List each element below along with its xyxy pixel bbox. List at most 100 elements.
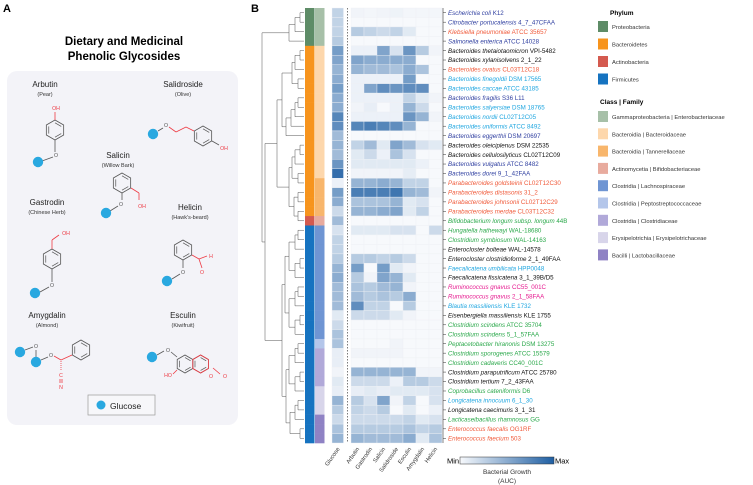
family-cell — [315, 244, 325, 255]
column-label-esculin: Esculin — [398, 447, 414, 466]
atom-label: C — [59, 373, 63, 379]
heatmap-cell — [402, 433, 417, 444]
heatmap-cell — [350, 64, 365, 75]
dendrogram-branch — [294, 234, 304, 250]
phylum-cell — [305, 36, 315, 47]
heatmap-cell — [415, 159, 430, 169]
phylum-cell — [305, 310, 315, 321]
heatmap-cell — [415, 338, 430, 349]
family-cell — [315, 83, 325, 94]
heatmap-cell — [402, 7, 417, 18]
heatmap-cell — [402, 404, 417, 415]
heatmap-cell — [415, 64, 430, 75]
heatmap-cell — [363, 45, 378, 56]
heatmap-cell — [389, 423, 404, 434]
heatmap-cell — [402, 215, 417, 226]
phylum-cell — [305, 338, 315, 349]
heatmap-cell — [331, 272, 344, 283]
species-name: Enterococcus faecium — [448, 435, 509, 442]
species-label: Parabacteroides johnsonii CL02T12C29 — [448, 199, 558, 206]
strain-id: ATCC 35657 — [510, 29, 547, 36]
family-cell — [315, 36, 325, 47]
heatmap-cell — [376, 348, 391, 359]
bond — [175, 126, 187, 133]
dendrogram-branch — [294, 17, 304, 32]
heatmap-cell — [402, 319, 417, 330]
compounds-panel — [7, 71, 238, 425]
heatmap-cell — [402, 83, 417, 94]
heatmap-cell — [415, 272, 430, 283]
atom-label: O — [164, 123, 168, 129]
heatmap-cell — [428, 272, 443, 283]
species-label: Hungatella hathewayi WAL-18680 — [448, 227, 542, 234]
family-cell — [315, 140, 325, 151]
species-label: Longicatena caecimuris 3_1_31 — [448, 407, 536, 414]
bond — [24, 346, 34, 351]
dendrogram-branch — [288, 241, 295, 271]
species-label: Bacteroides uniformis ATCC 8492 — [448, 123, 541, 130]
heatmap-cell — [350, 348, 365, 359]
species-name: Bacteroides caccae — [448, 86, 503, 93]
family-cell — [315, 216, 325, 226]
heatmap-cell — [389, 64, 404, 75]
heatmap-cell — [415, 168, 430, 179]
heatmap-cell — [415, 215, 430, 226]
heatmap-cell — [402, 64, 417, 75]
phylum-cell — [305, 395, 315, 406]
phylum-cell — [305, 225, 315, 236]
colorbar — [459, 456, 555, 465]
family-legend-label: Bacilli | Lactobacillaceae — [612, 253, 675, 259]
heatmap-cell — [376, 206, 391, 217]
arbutin-name: Arbutin — [32, 80, 57, 89]
heatmap-cell — [428, 130, 443, 141]
family-cell — [315, 386, 325, 397]
heatmap-cell — [331, 111, 344, 122]
family-cell — [315, 405, 325, 415]
heatmap-cell — [428, 433, 443, 444]
heatmap-cell — [331, 168, 344, 179]
dendrogram-branch — [294, 319, 304, 335]
dendrogram-branch — [288, 298, 295, 328]
heatmap-cell — [402, 376, 417, 387]
family-cell — [315, 64, 325, 75]
heatmap-cell — [428, 83, 443, 94]
heatmap-cell — [402, 291, 417, 302]
phylum-cell — [305, 301, 315, 311]
heatmap-cell — [363, 225, 378, 236]
heatmap-cell — [376, 357, 391, 368]
heatmap-cell — [331, 73, 344, 84]
species-label: Bacteroides caccae ATCC 43185 — [448, 86, 539, 93]
heatmap-cell — [415, 55, 430, 65]
heatmap-cell — [350, 300, 365, 311]
double-bond — [80, 342, 88, 347]
species-name: Bifidobacterium longum subsp. longum — [448, 218, 555, 225]
phylum-cell — [305, 414, 315, 425]
family-cell — [315, 102, 325, 113]
phylum-cell — [305, 102, 315, 113]
species-name: Coprobacillus cateniformis — [448, 388, 521, 395]
phylum-cell — [305, 291, 315, 302]
heatmap-cell — [428, 329, 443, 340]
atom-label: O — [54, 153, 58, 159]
bond — [198, 255, 208, 260]
glucose-icon — [161, 275, 173, 287]
species-name: Faecalicatena umbilicata — [448, 265, 517, 272]
heatmap-cell — [350, 338, 365, 349]
strain-id: HPP0048 — [516, 265, 545, 272]
phylum-swatch — [598, 38, 608, 50]
strain-id: 4_7_47CFAA — [516, 19, 555, 26]
phylum-cell — [305, 282, 315, 292]
heatmap-cell — [376, 253, 391, 264]
family-cell — [315, 74, 325, 84]
heatmap-cell — [331, 206, 344, 217]
species-name: Bacteroides xylanisolvens — [448, 57, 519, 64]
heatmap-cell — [350, 215, 365, 226]
species-name: Clostridium symbiosum — [448, 237, 512, 244]
family-swatch — [598, 232, 608, 244]
heatmap-cell — [389, 319, 404, 330]
phylum-cell — [305, 64, 315, 75]
heatmap-cell — [428, 36, 443, 47]
heatmap-cell — [376, 55, 391, 65]
heatmap-cell — [402, 92, 417, 103]
heatmap-cell — [415, 26, 430, 37]
